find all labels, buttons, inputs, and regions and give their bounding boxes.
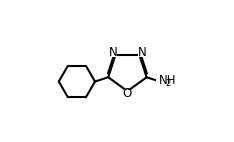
Text: NH: NH [159,74,176,87]
Text: N: N [109,46,117,59]
FancyBboxPatch shape [109,49,117,57]
FancyBboxPatch shape [124,90,131,98]
Text: N: N [137,46,146,59]
Text: O: O [123,87,132,100]
FancyBboxPatch shape [156,77,169,85]
FancyBboxPatch shape [138,49,146,57]
Text: 2: 2 [165,79,170,88]
